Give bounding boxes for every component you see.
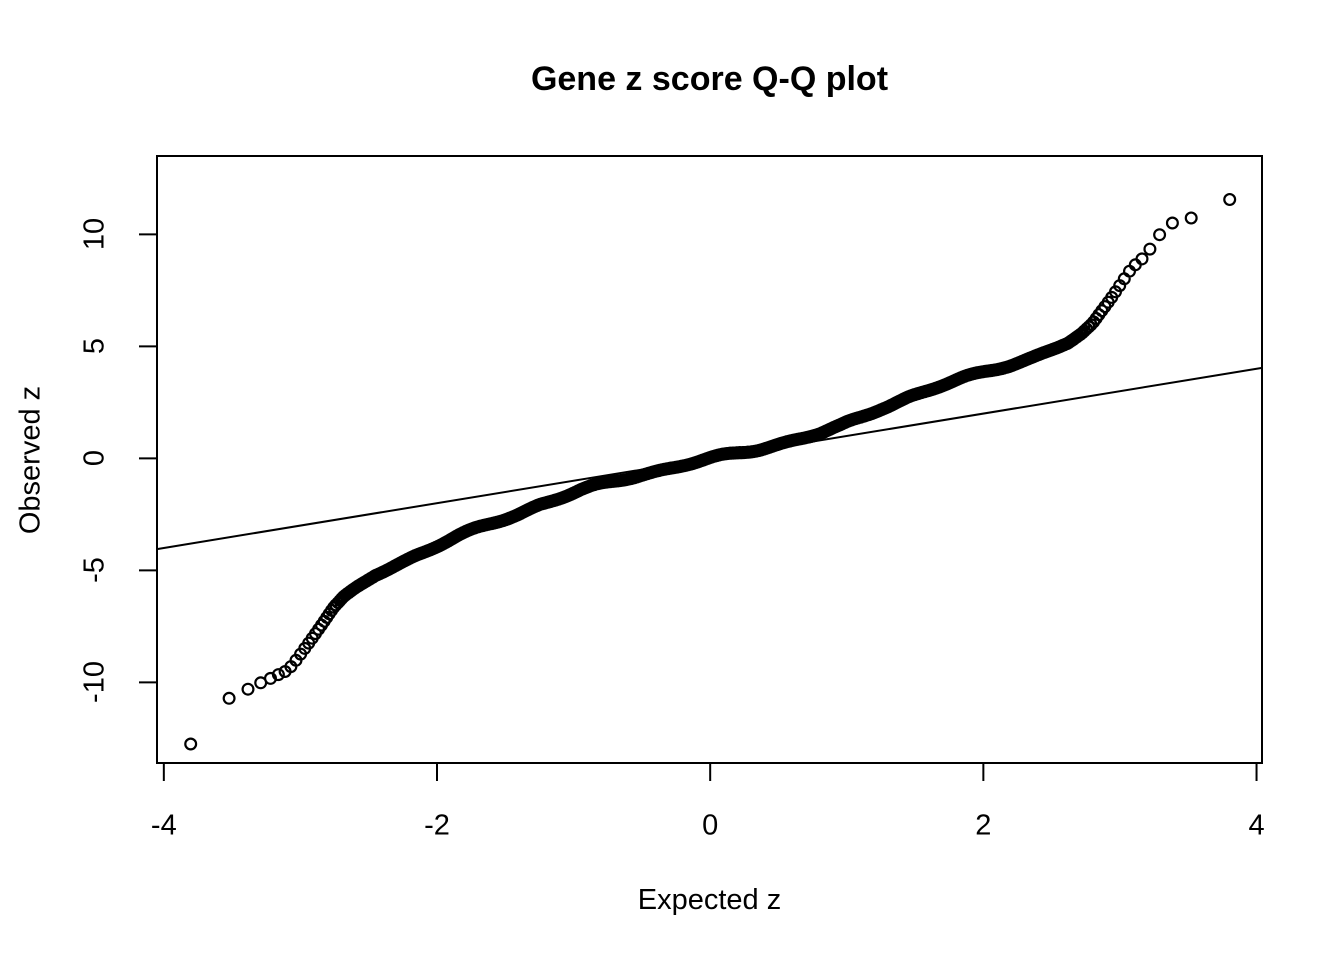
x-tick-label: 2 [975, 809, 992, 842]
y-tick-label: -10 [78, 661, 111, 704]
y-axis-label: Observed z [14, 385, 47, 535]
x-tick-label: -4 [150, 809, 177, 842]
data-points [184, 193, 1237, 751]
x-tick-label: -2 [424, 809, 450, 842]
x-axis-label: Expected z [637, 884, 782, 916]
chart-title: Gene z score Q-Q plot [530, 60, 889, 98]
y-tick-label: 10 [78, 218, 111, 251]
x-tick-label: 4 [1248, 809, 1265, 842]
y-tick-label: -5 [78, 557, 111, 584]
y-tick-label: 0 [78, 450, 111, 467]
y-tick-label: 5 [78, 338, 111, 355]
x-tick-label: 0 [702, 809, 719, 842]
